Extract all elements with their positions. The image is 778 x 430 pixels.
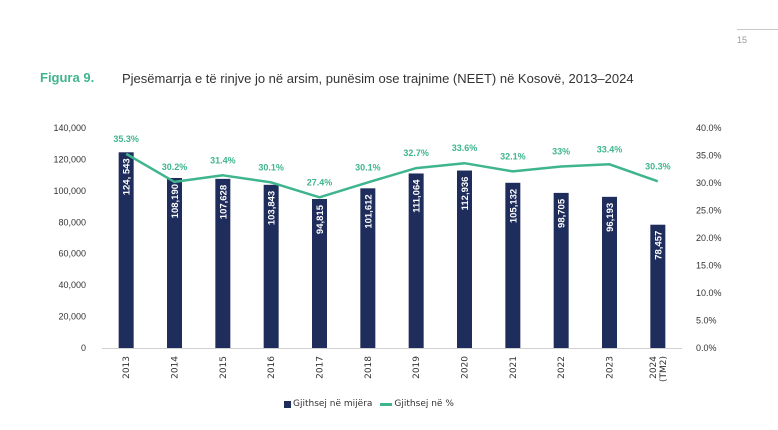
x-tick-label: 2021	[509, 356, 519, 379]
x-tick-text: 2016	[267, 356, 277, 379]
x-tick-label: 2013	[122, 356, 132, 379]
x-tick-label: 2022	[557, 356, 567, 379]
y-left-tick-label: 20,000	[58, 312, 86, 322]
percent-value-label: 32.1%	[500, 151, 526, 161]
x-tick-text: 2022	[557, 356, 567, 379]
bar-value-label: 112,936	[460, 177, 471, 211]
percent-value-label: 32.7%	[403, 148, 429, 158]
y-right-tick-label: 5.0%	[696, 316, 717, 326]
bar-value-label: 103,843	[267, 191, 278, 225]
x-tick-label: 2014	[171, 356, 181, 379]
bar	[215, 178, 231, 348]
bar	[505, 182, 521, 348]
y-right-tick-label: 10.0%	[696, 288, 722, 298]
figure-label: Figura 9.	[40, 70, 95, 85]
bar	[408, 173, 424, 348]
x-tick-label: 2024 (TM2)	[649, 356, 669, 382]
percent-value-label: 27.4%	[307, 177, 333, 187]
legend-line-swatch	[380, 402, 393, 406]
bar-value-label: 105,132	[508, 189, 519, 223]
bar	[602, 196, 617, 348]
x-tick-label: 2018	[364, 356, 374, 379]
legend-bar-label: Gjithsej në mijëra	[293, 399, 373, 409]
legend-line-label: Gjithsej në %	[394, 399, 454, 409]
bar-value-label: 98,705	[557, 198, 568, 228]
x-tick-text: 2015	[219, 356, 229, 379]
bar-labels: 124, 543 108,190 107,628 103,843 94,815 101,6…	[122, 158, 665, 259]
percent-value-label: 30.1%	[258, 162, 284, 172]
page-number: 15	[737, 35, 748, 45]
x-axis-ticks: 2013 2014 2015 2016 2017 2018 2019 2020 2021 2022…	[122, 356, 669, 382]
bar-value-label: 111,064	[412, 179, 423, 213]
x-tick-label: 2019	[412, 356, 422, 379]
bar	[553, 192, 569, 348]
bar-value-label: 108,190	[170, 184, 181, 218]
bar-value-label: 96,193	[605, 203, 616, 232]
x-tick-text: 2018	[364, 356, 374, 379]
x-tick-text: (TM2)	[659, 356, 669, 382]
x-tick-label: 2017	[316, 356, 326, 379]
bar-value-label: 78,457	[653, 231, 664, 260]
y-left-tick-label: 0	[81, 343, 86, 353]
percent-value-label: 33%	[552, 147, 570, 157]
percent-value-label: 30.3%	[645, 161, 671, 171]
x-tick-text: 2013	[122, 356, 132, 379]
percent-value-label: 33.6%	[452, 143, 478, 153]
bar	[118, 152, 134, 348]
percent-value-label: 30.1%	[355, 162, 381, 172]
y-left-tick-label: 100,000	[53, 186, 86, 196]
figure-title: Pjesëmarrja e të rinjve jo në arsim, pun…	[122, 71, 634, 86]
x-tick-label: 2015	[219, 356, 229, 379]
y-right-tick-label: 25.0%	[696, 206, 722, 216]
legend-bar-swatch	[284, 400, 291, 408]
y-right-tick-label: 40.0%	[696, 123, 722, 133]
y-left-tick-label: 80,000	[58, 217, 86, 227]
x-tick-label: 2020	[461, 356, 471, 379]
x-tick-text: 2017	[316, 356, 326, 379]
x-tick-text: 2023	[606, 356, 616, 379]
y-left-tick-label: 40,000	[58, 280, 86, 290]
y-right-tick-label: 15.0%	[696, 261, 722, 271]
y-right-tick-label: 0.0%	[696, 343, 717, 353]
y-axis-right: 0.0% 5.0% 10.0% 15.0% 20.0% 25.0% 30.0% 35.0% 40…	[696, 123, 722, 353]
bar-series	[118, 152, 666, 348]
bar	[312, 199, 327, 348]
x-tick-text: 2024	[649, 356, 659, 379]
bar	[457, 170, 472, 348]
bar	[360, 188, 376, 348]
x-tick-text: 2014	[171, 356, 181, 379]
page-header-rule	[737, 29, 778, 30]
x-tick-text: 2021	[509, 356, 519, 379]
percent-value-label: 33.4%	[597, 144, 623, 154]
y-right-tick-label: 20.0%	[696, 233, 722, 243]
percent-line	[125, 152, 659, 199]
x-tick-label: 2016	[267, 356, 277, 379]
bar-value-label: 94,815	[315, 204, 326, 234]
percent-value-label: 30.2%	[162, 162, 188, 172]
bar-value-label: 101,612	[363, 194, 374, 228]
bar-value-label: 107,628	[218, 185, 229, 219]
percent-value-label: 31.4%	[210, 155, 236, 165]
y-right-tick-label: 35.0%	[696, 151, 722, 161]
x-tick-label: 2023	[606, 356, 616, 379]
bar	[263, 184, 279, 348]
bar	[650, 224, 666, 348]
y-axis-left: 0 20,000 40,000 60,000 80,000 100,000 120,000 1…	[53, 123, 86, 353]
x-tick-text: 2019	[412, 356, 422, 379]
percent-labels: 35.3% 30.2% 31.4% 30.1% 27.4% 30.1% 32.7% 33.6%…	[113, 134, 670, 187]
y-left-tick-label: 140,000	[53, 123, 86, 133]
x-tick-text: 2020	[461, 356, 471, 379]
y-right-tick-label: 30.0%	[696, 178, 722, 188]
bar	[167, 177, 182, 348]
y-left-tick-label: 120,000	[53, 154, 86, 164]
bar-value-label: 124, 543	[122, 158, 133, 195]
percent-value-label: 35.3%	[113, 134, 139, 144]
chart-legend: Gjithsej në mijëra Gjithsej në %	[284, 399, 454, 409]
y-left-tick-label: 60,000	[58, 249, 86, 259]
